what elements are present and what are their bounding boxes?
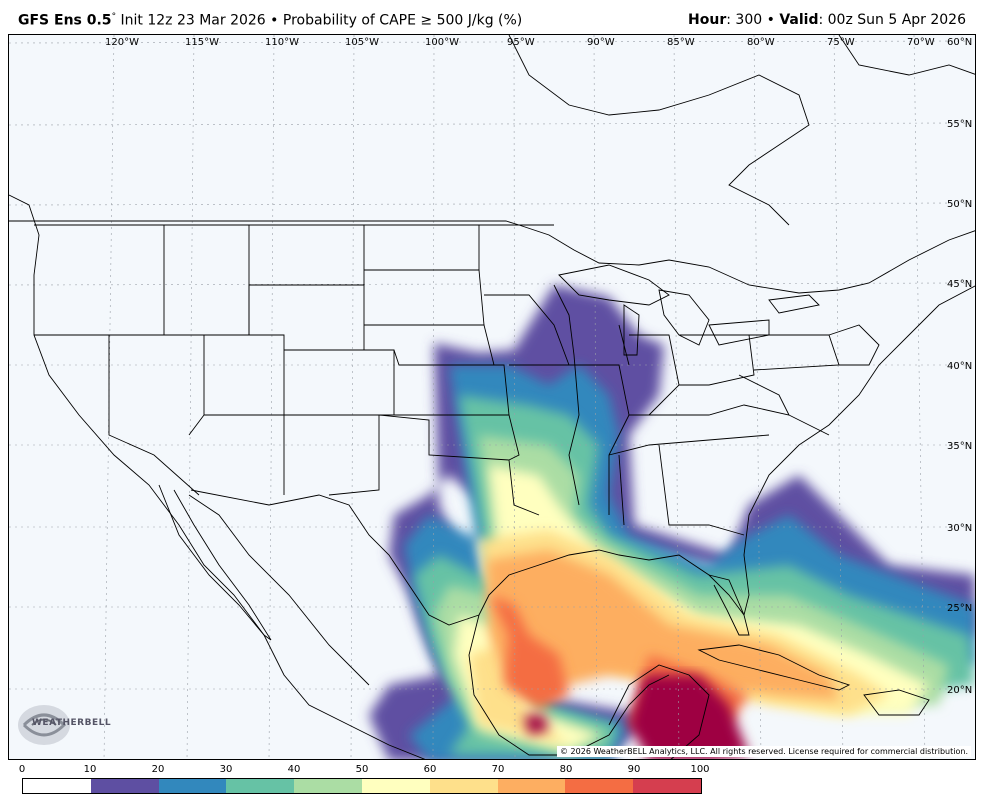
latitude-labels: 60°N 55°N 50°N 45°N 40°N 35°N 30°N 25°N … [947,37,972,696]
lon-label-105w: 105°W [345,37,379,48]
colorbar-scale [22,778,702,794]
graticule [9,35,975,759]
probability-90-100 [524,675,749,759]
lat-label-45n: 45°N [947,279,972,290]
colorbar-tick: 90 [627,764,641,775]
colorbar-segment [565,779,634,793]
colorbar-tick-labels: 0 10 20 30 40 50 60 70 80 90 100 [18,762,710,776]
longitude-labels: 120°W 115°W 110°W 105°W 100°W 95°W 90°W … [105,37,935,48]
colorbar-segment [633,779,701,793]
hour-label: Hour [688,12,727,28]
colorbar-segment [361,779,430,793]
weatherbell-logo: WEATHERBELL [14,700,111,750]
colorbar: 0 10 20 30 40 50 60 70 80 90 100 [18,762,710,802]
lon-label-75w: 75°W [827,37,855,48]
forecast-map: 120°W 115°W 110°W 105°W 100°W 95°W 90°W … [9,35,975,759]
map-header: GFS Ens 0.5° Init 12z 23 Mar 2026 • Prob… [0,0,984,34]
lat-label-25n: 25°N [947,603,972,614]
model-name: GFS Ens 0.5 [18,12,112,29]
colorbar-tick: 40 [287,764,301,775]
colorbar-tick: 80 [559,764,573,775]
lat-label-35n: 35°N [947,441,972,452]
probability-70-80 [487,550,839,700]
colorbar-tick: 20 [151,764,165,775]
colorbar-tick: 100 [690,764,710,775]
colorbar-segment [294,779,362,793]
valid-label: Valid [779,12,819,28]
valid-time-info: Hour: 300 • Valid: 00z Sun 5 Apr 2026 [688,12,966,28]
lon-label-80w: 80°W [747,37,775,48]
degree-symbol: ° [111,12,117,22]
political-boundaries [9,35,975,759]
lon-label-100w: 100°W [425,37,459,48]
colorbar-tick: 50 [355,764,369,775]
colorbar-segment [226,779,295,793]
lat-label-60n: 60°N [947,37,972,48]
product-name: Probability of CAPE ≥ 500 J/kg (%) [282,12,523,29]
map-title: GFS Ens 0.5° Init 12z 23 Mar 2026 • Prob… [18,12,522,29]
hour-value: : 300 [726,12,763,28]
lon-label-90w: 90°W [587,37,615,48]
colorbar-segment [497,779,566,793]
title-bullet: • [270,12,279,29]
colorbar-tick: 0 [18,764,26,775]
colorbar-segment [429,779,498,793]
colorbar-tick: 60 [423,764,437,775]
lat-label-20n: 20°N [947,685,972,696]
lat-label-30n: 30°N [947,523,972,534]
valid-value: : 00z Sun 5 Apr 2026 [818,12,966,28]
colorbar-segment [90,779,159,793]
colorbar-tick: 30 [219,764,233,775]
colorbar-tick: 70 [491,764,505,775]
colorbar-segment [158,779,227,793]
lon-label-70w: 70°W [907,37,935,48]
lon-label-110w: 110°W [265,37,299,48]
init-time: Init 12z 23 Mar 2026 [120,12,266,29]
lat-label-55n: 55°N [947,119,972,130]
lon-label-120w: 120°W [105,37,139,48]
colorbar-tick: 10 [83,764,97,775]
logo-text: WEATHERBELL [32,718,112,728]
lat-label-50n: 50°N [947,199,972,210]
colorbar-segment [23,779,91,793]
lon-label-115w: 115°W [185,37,219,48]
lat-label-40n: 40°N [947,361,972,372]
title-bullet-2: • [766,12,775,28]
map-canvas[interactable]: 120°W 115°W 110°W 105°W 100°W 95°W 90°W … [8,34,976,760]
lon-label-95w: 95°W [507,37,535,48]
logo-swirl-icon [18,705,70,745]
copyright-notice: © 2026 WeatherBELL Analytics, LLC. All r… [557,746,971,757]
lon-label-85w: 85°W [667,37,695,48]
